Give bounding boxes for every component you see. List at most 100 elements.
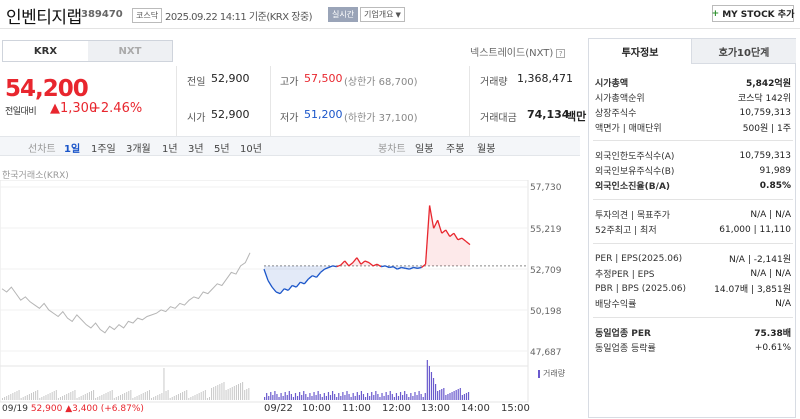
candle-weekly[interactable]: 주봉 bbox=[446, 144, 465, 155]
add-mystock-label: MY STOCK 추가 bbox=[722, 10, 795, 20]
period-10y[interactable]: 10년 bbox=[240, 144, 262, 155]
line-chart-label[interactable]: 선차트 bbox=[28, 144, 56, 155]
volume-bar bbox=[140, 394, 142, 400]
volume-bar bbox=[142, 393, 144, 400]
tab-orderbook[interactable]: 호가10단계 bbox=[692, 39, 796, 64]
info-label: 시가총액 bbox=[595, 79, 629, 89]
info-row: 액면가 | 매매단위 500원 | 1주 bbox=[595, 120, 791, 135]
prev-day-line bbox=[1, 252, 251, 334]
volume-bar bbox=[305, 394, 307, 400]
candle-chart-label[interactable]: 봉차트 bbox=[378, 144, 406, 155]
nextrade-link[interactable]: 넥스트레이드(NXT)? bbox=[470, 44, 566, 59]
volume-bar bbox=[167, 390, 169, 400]
volume-bar bbox=[381, 393, 383, 400]
volume-bar bbox=[455, 390, 457, 400]
tab-invest-info[interactable]: 투자정보 bbox=[589, 39, 692, 64]
today-line-segment bbox=[397, 266, 402, 270]
volume-bar bbox=[80, 396, 82, 400]
period-1w[interactable]: 1주일 bbox=[91, 144, 116, 155]
volume-bar bbox=[240, 383, 242, 400]
today-line-segment bbox=[344, 260, 350, 267]
today-line-segment bbox=[445, 229, 451, 237]
volume-bar bbox=[10, 394, 12, 400]
tab-nxt[interactable]: NXT bbox=[88, 41, 172, 61]
period-3y[interactable]: 3년 bbox=[188, 144, 204, 155]
change-value: ▲1,300 bbox=[50, 101, 98, 116]
volume-bar bbox=[451, 392, 453, 400]
volume-bar bbox=[242, 382, 244, 400]
tab-krx[interactable]: KRX bbox=[3, 41, 88, 61]
info-row: 동일업종 PER 75.38배 bbox=[595, 325, 791, 340]
volume-bar bbox=[62, 396, 64, 400]
volume-bar bbox=[76, 398, 78, 400]
volume-bar bbox=[144, 392, 146, 400]
volume-bar bbox=[209, 397, 210, 400]
nextrade-label: 넥스트레이드(NXT) bbox=[470, 48, 554, 59]
today-line-segment bbox=[389, 266, 394, 269]
volume-bar bbox=[364, 397, 367, 400]
volume-bar bbox=[463, 394, 466, 400]
volume-bar bbox=[229, 388, 231, 400]
candle-monthly[interactable]: 월봉 bbox=[477, 144, 496, 155]
add-mystock-button[interactable]: + MY STOCK 추가 bbox=[712, 5, 794, 22]
period-5y[interactable]: 5년 bbox=[214, 144, 230, 155]
period-1d[interactable]: 1일 bbox=[64, 144, 81, 155]
divider bbox=[593, 317, 793, 318]
today-line-segment bbox=[368, 262, 374, 267]
amount-label: 거래대금 bbox=[480, 113, 517, 124]
volume-bar bbox=[74, 390, 76, 400]
today-line-segment bbox=[376, 263, 382, 268]
volume-bar bbox=[93, 390, 95, 400]
volume-bar bbox=[101, 395, 103, 400]
volume-bar bbox=[268, 396, 270, 400]
volume-bar bbox=[321, 397, 323, 400]
period-3m[interactable]: 3개월 bbox=[126, 144, 151, 155]
info-label: 외국인소진율(B/A) bbox=[595, 182, 671, 192]
volume-bar bbox=[317, 391, 319, 400]
chart-exchange-label: 한국거래소(KRX) bbox=[2, 171, 69, 181]
candle-daily[interactable]: 일봉 bbox=[415, 144, 434, 155]
volume-bar bbox=[424, 393, 426, 400]
volume-bar bbox=[99, 396, 101, 400]
volume-bar bbox=[369, 396, 371, 400]
price-chart[interactable] bbox=[0, 180, 580, 404]
volume-bar bbox=[391, 394, 393, 400]
volume-bar bbox=[334, 394, 336, 400]
info-label: 52주최고 | 최저 bbox=[595, 226, 657, 236]
today-line-segment bbox=[279, 288, 285, 295]
volume-bar bbox=[428, 366, 430, 400]
realtime-tag[interactable]: 실시간 bbox=[328, 7, 359, 22]
today-line-segment bbox=[356, 257, 362, 265]
info-row: 상장주식수 10,759,313 bbox=[595, 105, 791, 120]
volume-bar bbox=[373, 395, 375, 400]
volume-bar bbox=[225, 390, 227, 400]
volume-bar bbox=[325, 396, 327, 400]
volume-bar bbox=[148, 390, 150, 400]
period-1y[interactable]: 1년 bbox=[162, 144, 178, 155]
volume-bar bbox=[393, 397, 395, 400]
volume-bar bbox=[206, 398, 208, 400]
stock-code: 389470 bbox=[81, 9, 123, 20]
today-line-segment bbox=[360, 260, 366, 265]
amount-value: 74,134 bbox=[527, 108, 570, 121]
help-icon[interactable]: ? bbox=[556, 48, 566, 58]
prev-day-date: 09/19 bbox=[2, 404, 28, 414]
volume-bar bbox=[430, 372, 433, 400]
volume-bar bbox=[53, 391, 55, 400]
volume-bar bbox=[290, 394, 292, 400]
company-overview-dropdown[interactable]: 기업개요 ▼ bbox=[360, 7, 405, 22]
info-label: 배당수익률 bbox=[595, 300, 637, 310]
volume-bar bbox=[399, 392, 402, 400]
volume-bar bbox=[296, 396, 299, 400]
volume-bar bbox=[420, 394, 422, 400]
info-label: 상장주식수 bbox=[595, 109, 637, 119]
today-line-segment bbox=[461, 237, 467, 242]
volume-bar bbox=[346, 391, 348, 400]
volume-bar bbox=[200, 392, 202, 400]
volume-bar bbox=[30, 393, 32, 400]
volume-bar bbox=[188, 398, 190, 400]
info-value: N/A | N/A bbox=[750, 268, 791, 279]
today-line-segment bbox=[381, 265, 386, 268]
today-line-segment bbox=[292, 284, 297, 288]
volume-bar bbox=[309, 393, 311, 400]
